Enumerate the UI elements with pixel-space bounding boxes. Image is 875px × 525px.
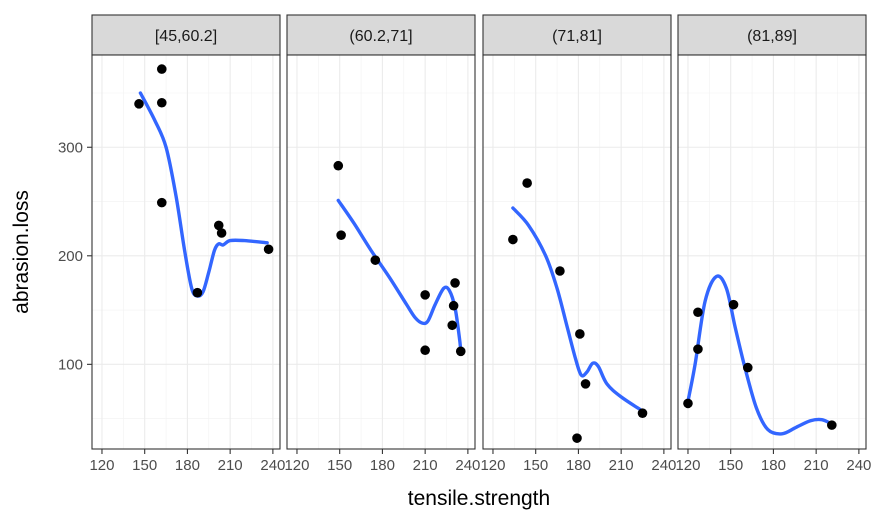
facet-panel: (81,89] 120 150 180 210 240: [675, 14, 871, 474]
x-tick-label: 150: [523, 457, 548, 474]
facet-strip: [91, 14, 281, 56]
data-point: [420, 345, 430, 356]
facet-strip-label: (81,89]: [747, 28, 797, 45]
facet-strip-label: [45,60.2]: [155, 28, 217, 45]
data-point: [683, 398, 693, 409]
x-tick-label: 180: [761, 457, 786, 474]
panel-grid: [287, 55, 475, 449]
facet-strip-label: (71,81]: [552, 28, 602, 45]
x-tick-label: 240: [455, 457, 480, 474]
data-point: [213, 220, 224, 231]
panel-grid: [678, 55, 866, 449]
x-tick-label: 210: [218, 457, 243, 474]
x-tick-label: 180: [370, 457, 395, 474]
data-point: [827, 420, 837, 430]
data-point: [370, 255, 381, 265]
x-tick-label: 120: [89, 457, 114, 474]
x-tick-label: 120: [284, 457, 309, 474]
x-tick-label: 150: [327, 457, 352, 474]
x-tick-label: 210: [413, 457, 438, 474]
data-point: [156, 197, 167, 208]
data-point: [420, 290, 430, 300]
data-point: [693, 307, 703, 318]
data-point: [134, 99, 144, 109]
data-point: [216, 228, 227, 238]
x-tick-label: 240: [260, 457, 285, 474]
x-tick-label: 210: [804, 457, 829, 474]
panel-border: [677, 54, 867, 450]
y-tick-label: 300: [58, 139, 83, 156]
facet-strip: [482, 14, 672, 56]
data-point: [448, 300, 459, 311]
y-axis-title: abrasion.loss: [10, 190, 33, 314]
y-tick-label: 100: [58, 356, 83, 373]
y-tick-label: 200: [58, 248, 83, 265]
x-tick-label: 240: [651, 457, 676, 474]
data-point: [263, 244, 274, 255]
data-point: [508, 234, 518, 245]
x-tick-label: 120: [480, 457, 505, 474]
facet-strip: [677, 14, 867, 56]
data-point: [156, 64, 167, 74]
facet-panel: (60.2,71] 120 150 180 210 240: [284, 14, 480, 474]
data-point: [336, 230, 346, 240]
x-tick-label: 150: [132, 457, 157, 474]
data-point: [192, 287, 203, 298]
panel-border: [482, 54, 672, 450]
smooth-line: [138, 91, 269, 298]
x-tick-label: 210: [609, 457, 634, 474]
x-tick-label: 150: [718, 457, 743, 474]
data-point: [728, 299, 739, 310]
facet-panel: (71,81] 120 150 180 210 240: [480, 14, 676, 474]
data-point: [575, 329, 585, 339]
data-point: [333, 160, 344, 171]
panels-layer: [45,60.2] 120 150 180 210 240 (60.2,71] 120 150 1…: [89, 14, 871, 474]
data-point: [742, 362, 753, 373]
data-point: [693, 344, 703, 354]
data-point: [522, 178, 532, 188]
data-point: [580, 379, 591, 389]
smooth-line: [511, 206, 645, 413]
panel-border: [91, 54, 281, 450]
x-tick-label: 120: [675, 457, 700, 474]
data-point: [555, 266, 565, 276]
x-tick-label: 240: [846, 457, 871, 474]
data-point: [450, 278, 460, 288]
facet-panel: [45,60.2] 120 150 180 210 240: [89, 14, 285, 474]
x-tick-label: 180: [566, 457, 591, 474]
data-point: [447, 320, 458, 331]
y-axis: 100 200 300: [58, 139, 92, 373]
smooth-line: [686, 274, 834, 436]
data-point: [572, 433, 582, 443]
panel-grid: [92, 55, 280, 449]
x-axis-title: tensile.strength: [408, 487, 550, 510]
facet-strip-label: (60.2,71]: [349, 28, 412, 45]
data-point: [156, 97, 167, 108]
data-point: [455, 346, 466, 357]
panel-grid: [483, 55, 671, 449]
x-tick-label: 180: [175, 457, 200, 474]
panel-border: [286, 54, 476, 450]
data-point: [637, 408, 648, 418]
